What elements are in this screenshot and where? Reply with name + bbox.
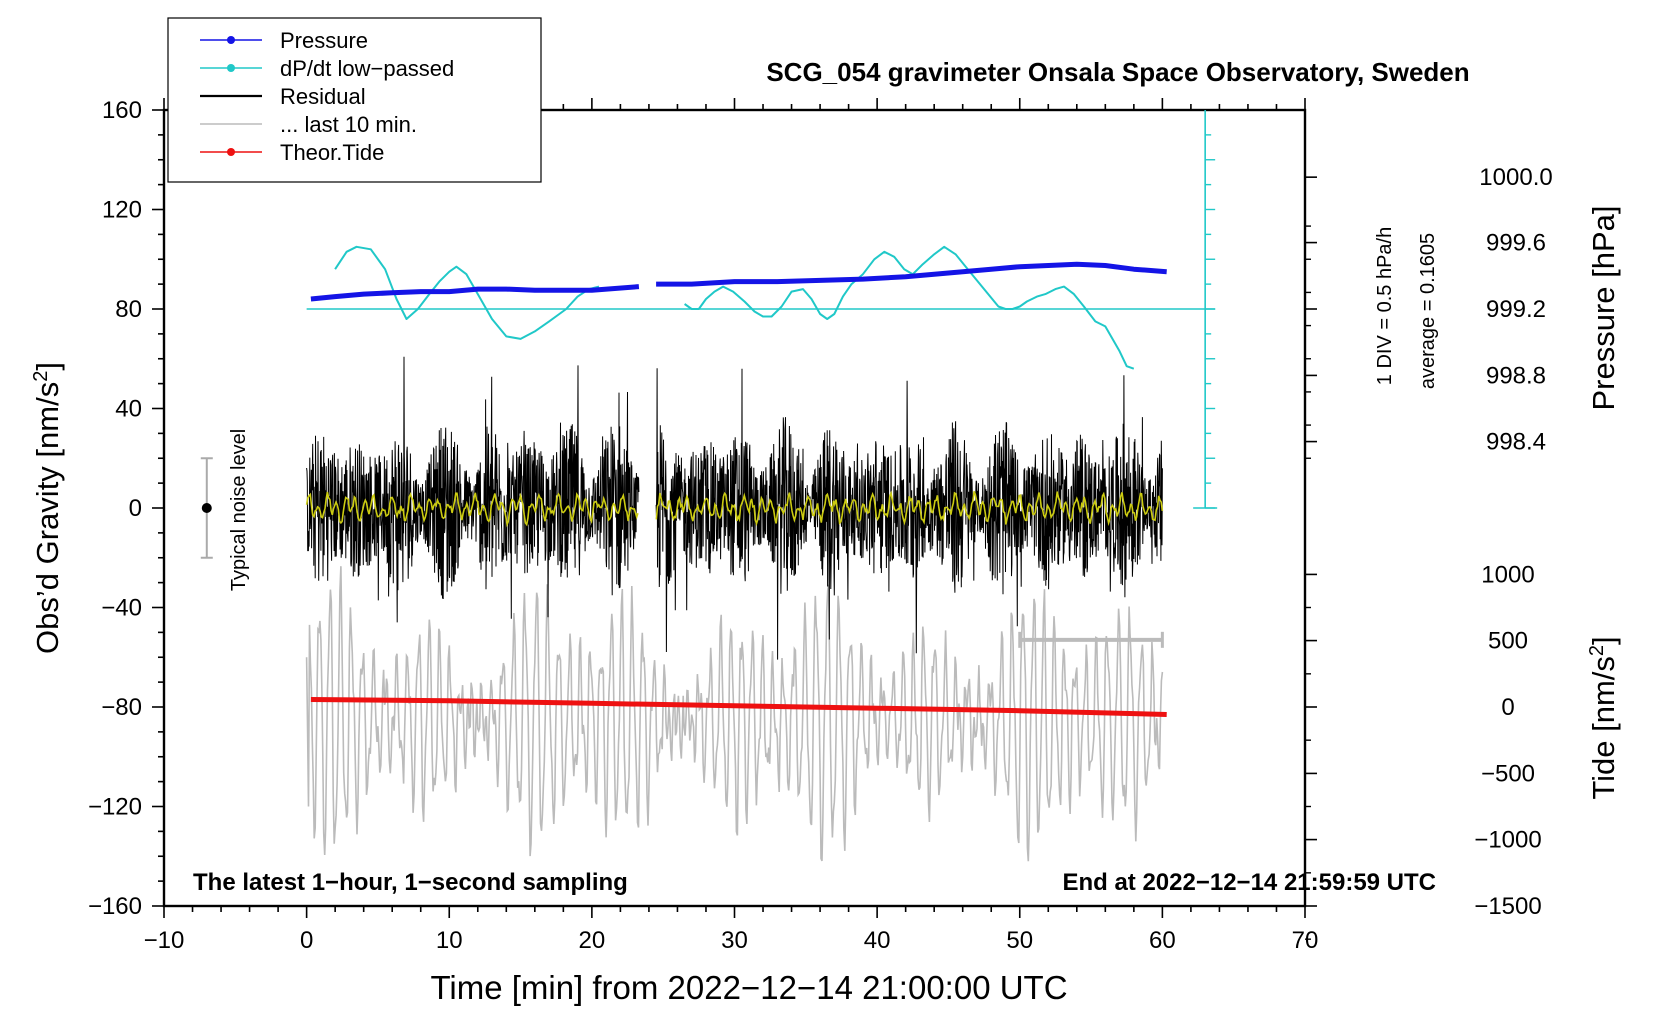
dpdt-series-line	[334, 245, 1135, 370]
tide-tick-label: 0	[1501, 694, 1514, 721]
tide-tick-label: −500	[1481, 760, 1535, 787]
legend-label: Theor.Tide	[280, 140, 384, 165]
y-axis-label-gravity-close: ]	[30, 362, 65, 371]
tide-tick-label: 500	[1488, 628, 1528, 655]
y-tick-label-left: −40	[101, 595, 142, 622]
y-axis-label-tide-sup: 2	[1586, 645, 1608, 656]
y-axis-label-tide-text: Tide [nm/s	[1586, 656, 1621, 800]
x-tick-label: 0	[300, 927, 313, 954]
x-tick-label: −10	[144, 927, 185, 954]
end-time-note: End at 2022−12−14 21:59:59 UTC	[1062, 869, 1436, 896]
y-axis-label-gravity-sup: 2	[30, 371, 52, 382]
x-tick-label: 70	[1292, 927, 1319, 954]
x-tick-label: 20	[579, 927, 606, 954]
x-tick-label: 60	[1149, 927, 1176, 954]
y-tick-label-left: 160	[102, 97, 142, 124]
legend: Pressure dP/dt low−passed Residual ... last…	[167, 17, 542, 183]
dpdt-scale-label: 1 DIV = 0.5 hPa/h	[1374, 227, 1396, 385]
legend-label: ... last 10 min.	[280, 112, 417, 137]
legend-marker	[227, 36, 235, 44]
sampling-note: The latest 1−hour, 1−second sampling	[193, 869, 628, 896]
noise-level-label: Typical noise level	[228, 429, 250, 591]
noise-bar-dot	[201, 503, 212, 513]
series-layer	[305, 245, 1167, 862]
chart-title: SCG_054 gravimeter Onsala Space Observat…	[766, 57, 1469, 87]
y-tick-label-left: −160	[88, 893, 142, 920]
y-axis-label-gravity-text: Obs’d Gravity [nm/s	[30, 382, 65, 654]
legend-marker	[227, 148, 235, 156]
legend-label: Residual	[280, 84, 366, 109]
last10-series-line	[305, 566, 1164, 862]
legend-entries: Pressure dP/dt low−passed Residual ... last…	[200, 28, 454, 165]
axes-ticks: −10 0 10 20 30 40 50 60 70 160 120 80 40 0 −40 −80 −120 −…	[88, 97, 1553, 954]
y-tick-label-left: 120	[102, 197, 142, 224]
x-tick-label: 30	[721, 927, 748, 954]
annotations-layer	[200, 110, 1218, 648]
x-tick-label: 40	[864, 927, 891, 954]
tide-series-line	[310, 697, 1167, 717]
pressure-tick-label: 998.4	[1486, 429, 1546, 456]
legend-label: Pressure	[280, 28, 368, 53]
tide-tick-label: 1000	[1481, 561, 1534, 588]
legend-marker	[227, 64, 235, 72]
y-tick-label-left: 40	[115, 396, 142, 423]
pressure-tick-label: 999.2	[1486, 296, 1546, 323]
y-axis-label-pressure: Pressure [hPa]	[1586, 205, 1621, 410]
x-axis-label: Time [min] from 2022−12−14 21:00:00 UTC	[430, 969, 1067, 1006]
x-tick-label: 50	[1006, 927, 1033, 954]
x-tick-label: 10	[436, 927, 463, 954]
tide-tick-label: −1000	[1474, 827, 1541, 854]
tide-tick-label: −1500	[1474, 893, 1541, 920]
y-tick-label-left: 80	[115, 296, 142, 323]
y-axis-label-tide-close: ]	[1586, 636, 1621, 645]
pressure-tick-label: 999.6	[1486, 230, 1546, 257]
pressure-series-line	[310, 261, 1167, 302]
dpdt-average-label: average = 0.1605	[1417, 233, 1439, 389]
y-axis-label-tide: Tide [nm/s2]	[1586, 636, 1621, 799]
legend-label: dP/dt low−passed	[280, 56, 454, 81]
y-tick-label-left: −80	[101, 694, 142, 721]
y-axis-label-gravity: Obs’d Gravity [nm/s2]	[30, 362, 65, 654]
pressure-tick-label: 998.8	[1486, 362, 1546, 389]
residual-lowpass-line	[305, 490, 1164, 528]
y-tick-label-left: −120	[88, 794, 142, 821]
pressure-tick-label: 1000.0	[1479, 164, 1552, 191]
y-tick-label-left: 0	[129, 495, 142, 522]
